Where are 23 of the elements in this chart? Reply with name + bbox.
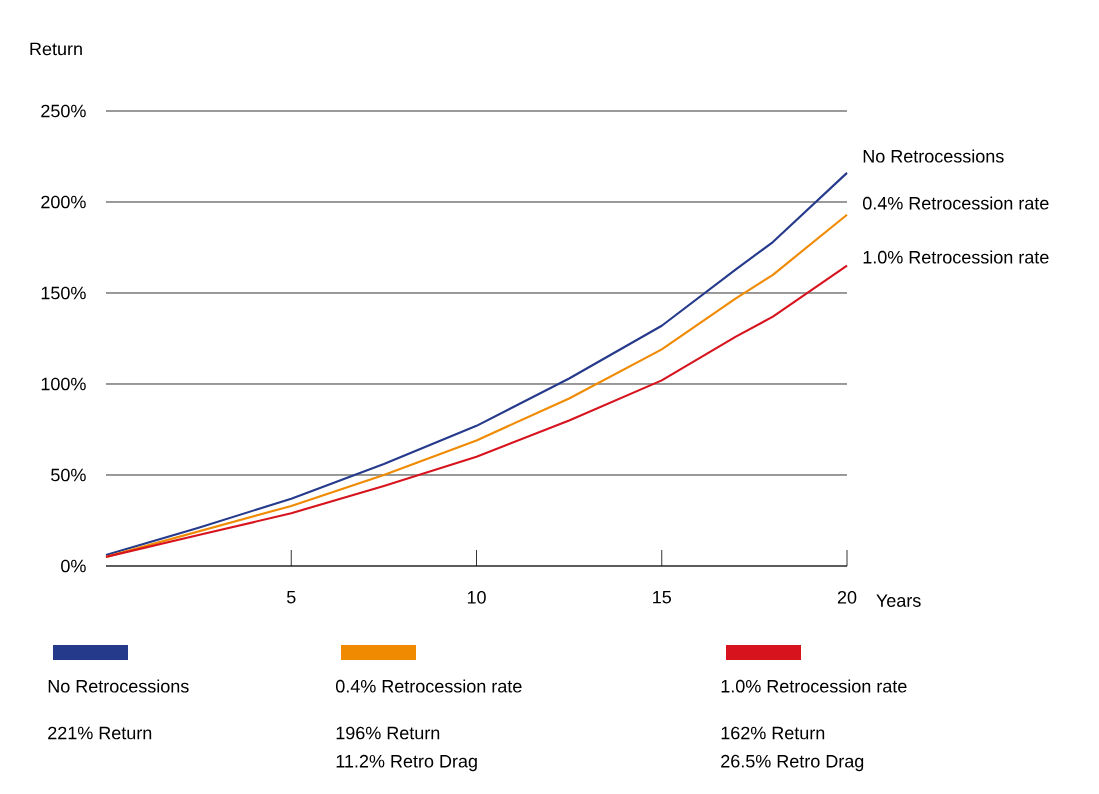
y-tick-label: 250% [41, 104, 86, 118]
y-tick-label: 150% [41, 286, 86, 300]
legend-label: No Retrocessions [48, 679, 189, 693]
text: 196% Return [336, 726, 440, 740]
text: 26.5% Retro Drag [721, 754, 864, 772]
text: 162% Return [721, 726, 825, 740]
x-tick-label: 20 [837, 590, 857, 604]
y-tick-label: 200% [41, 195, 86, 209]
text: 221% Return [48, 726, 152, 740]
y-axis-title: Return [30, 42, 82, 56]
text: 1.0% Retrocession rate [863, 250, 1049, 264]
y-tick-label: 100% [41, 377, 86, 391]
text: 0.4% Retrocession rate [862, 196, 1049, 210]
y-tick-label: 50% [51, 468, 86, 482]
text: No Retrocessions [863, 149, 1004, 163]
legend-label: 0.4% Retrocession rate [335, 679, 522, 693]
x-axis-title: Years [876, 594, 921, 607]
text: 11.2% Retro Drag [336, 754, 477, 772]
y-tick-label: 0% [61, 559, 86, 573]
legend-label: 1.0% Retrocession rate [721, 679, 907, 693]
x-tick-label: 5 [286, 590, 296, 604]
x-tick-label: 15 [653, 590, 672, 604]
x-tick-label: 10 [467, 590, 486, 604]
